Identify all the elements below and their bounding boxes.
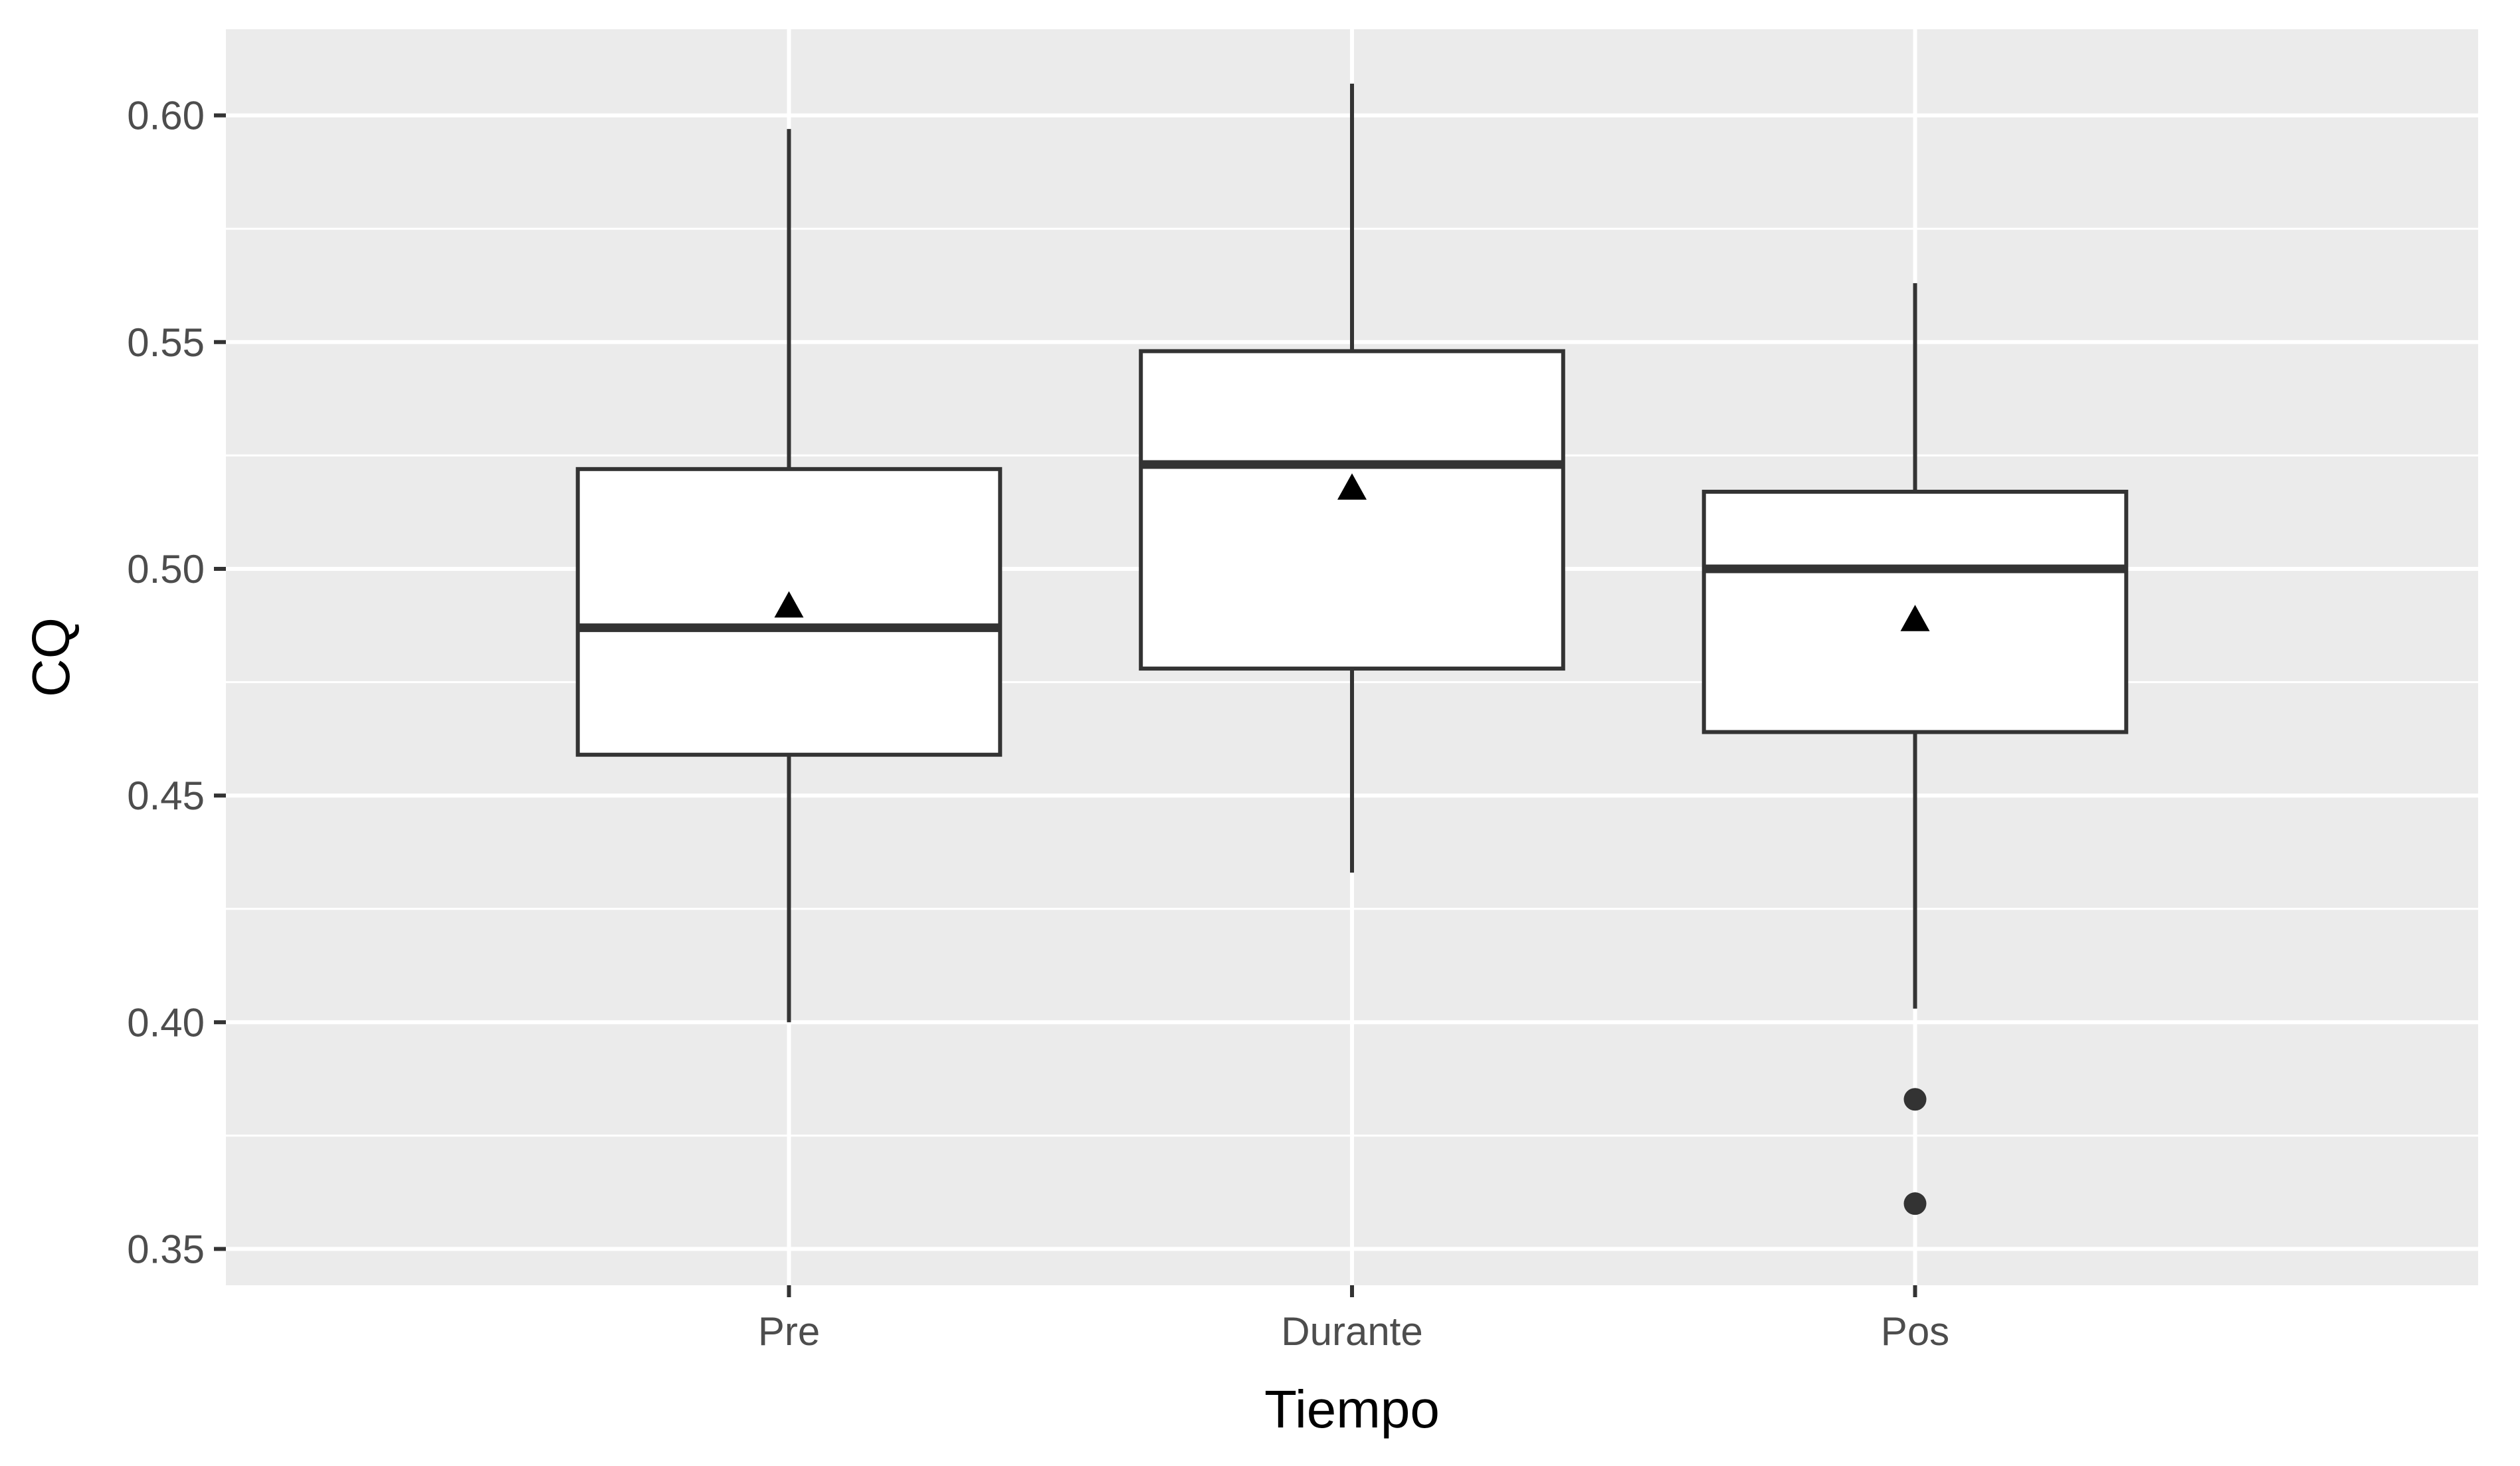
- y-axis: 0.35 0.40 0.45 0.50 0.55 0.60: [127, 94, 226, 1271]
- x-tick-label: Durante: [1281, 1309, 1422, 1354]
- y-tick-label: 0.50: [127, 547, 205, 591]
- mean-marker: [774, 591, 804, 618]
- x-axis: Pre Durante Pos: [758, 1285, 1949, 1354]
- y-tick-label: 0.45: [127, 774, 205, 818]
- outlier-point: [1903, 1192, 1927, 1215]
- y-tick-label: 0.60: [127, 94, 205, 138]
- y-tick-label: 0.40: [127, 1000, 205, 1045]
- box-iqr: [1139, 349, 1565, 671]
- y-tick-label: 0.55: [127, 320, 205, 365]
- outlier-point: [1903, 1088, 1927, 1111]
- box-pre: [575, 129, 1003, 1023]
- mean-marker: [1337, 473, 1367, 500]
- y-axis-title: CQ: [21, 617, 80, 697]
- y-tick-label: 0.35: [127, 1227, 205, 1271]
- box-pos: [1701, 283, 2129, 1215]
- box-series: [575, 83, 2129, 1215]
- x-axis-title: Tiempo: [1264, 1380, 1440, 1439]
- mean-marker: [1900, 605, 1930, 631]
- x-tick-label: Pos: [1881, 1309, 1949, 1354]
- x-tick-label: Pre: [758, 1309, 820, 1354]
- box-durante: [1139, 83, 1565, 873]
